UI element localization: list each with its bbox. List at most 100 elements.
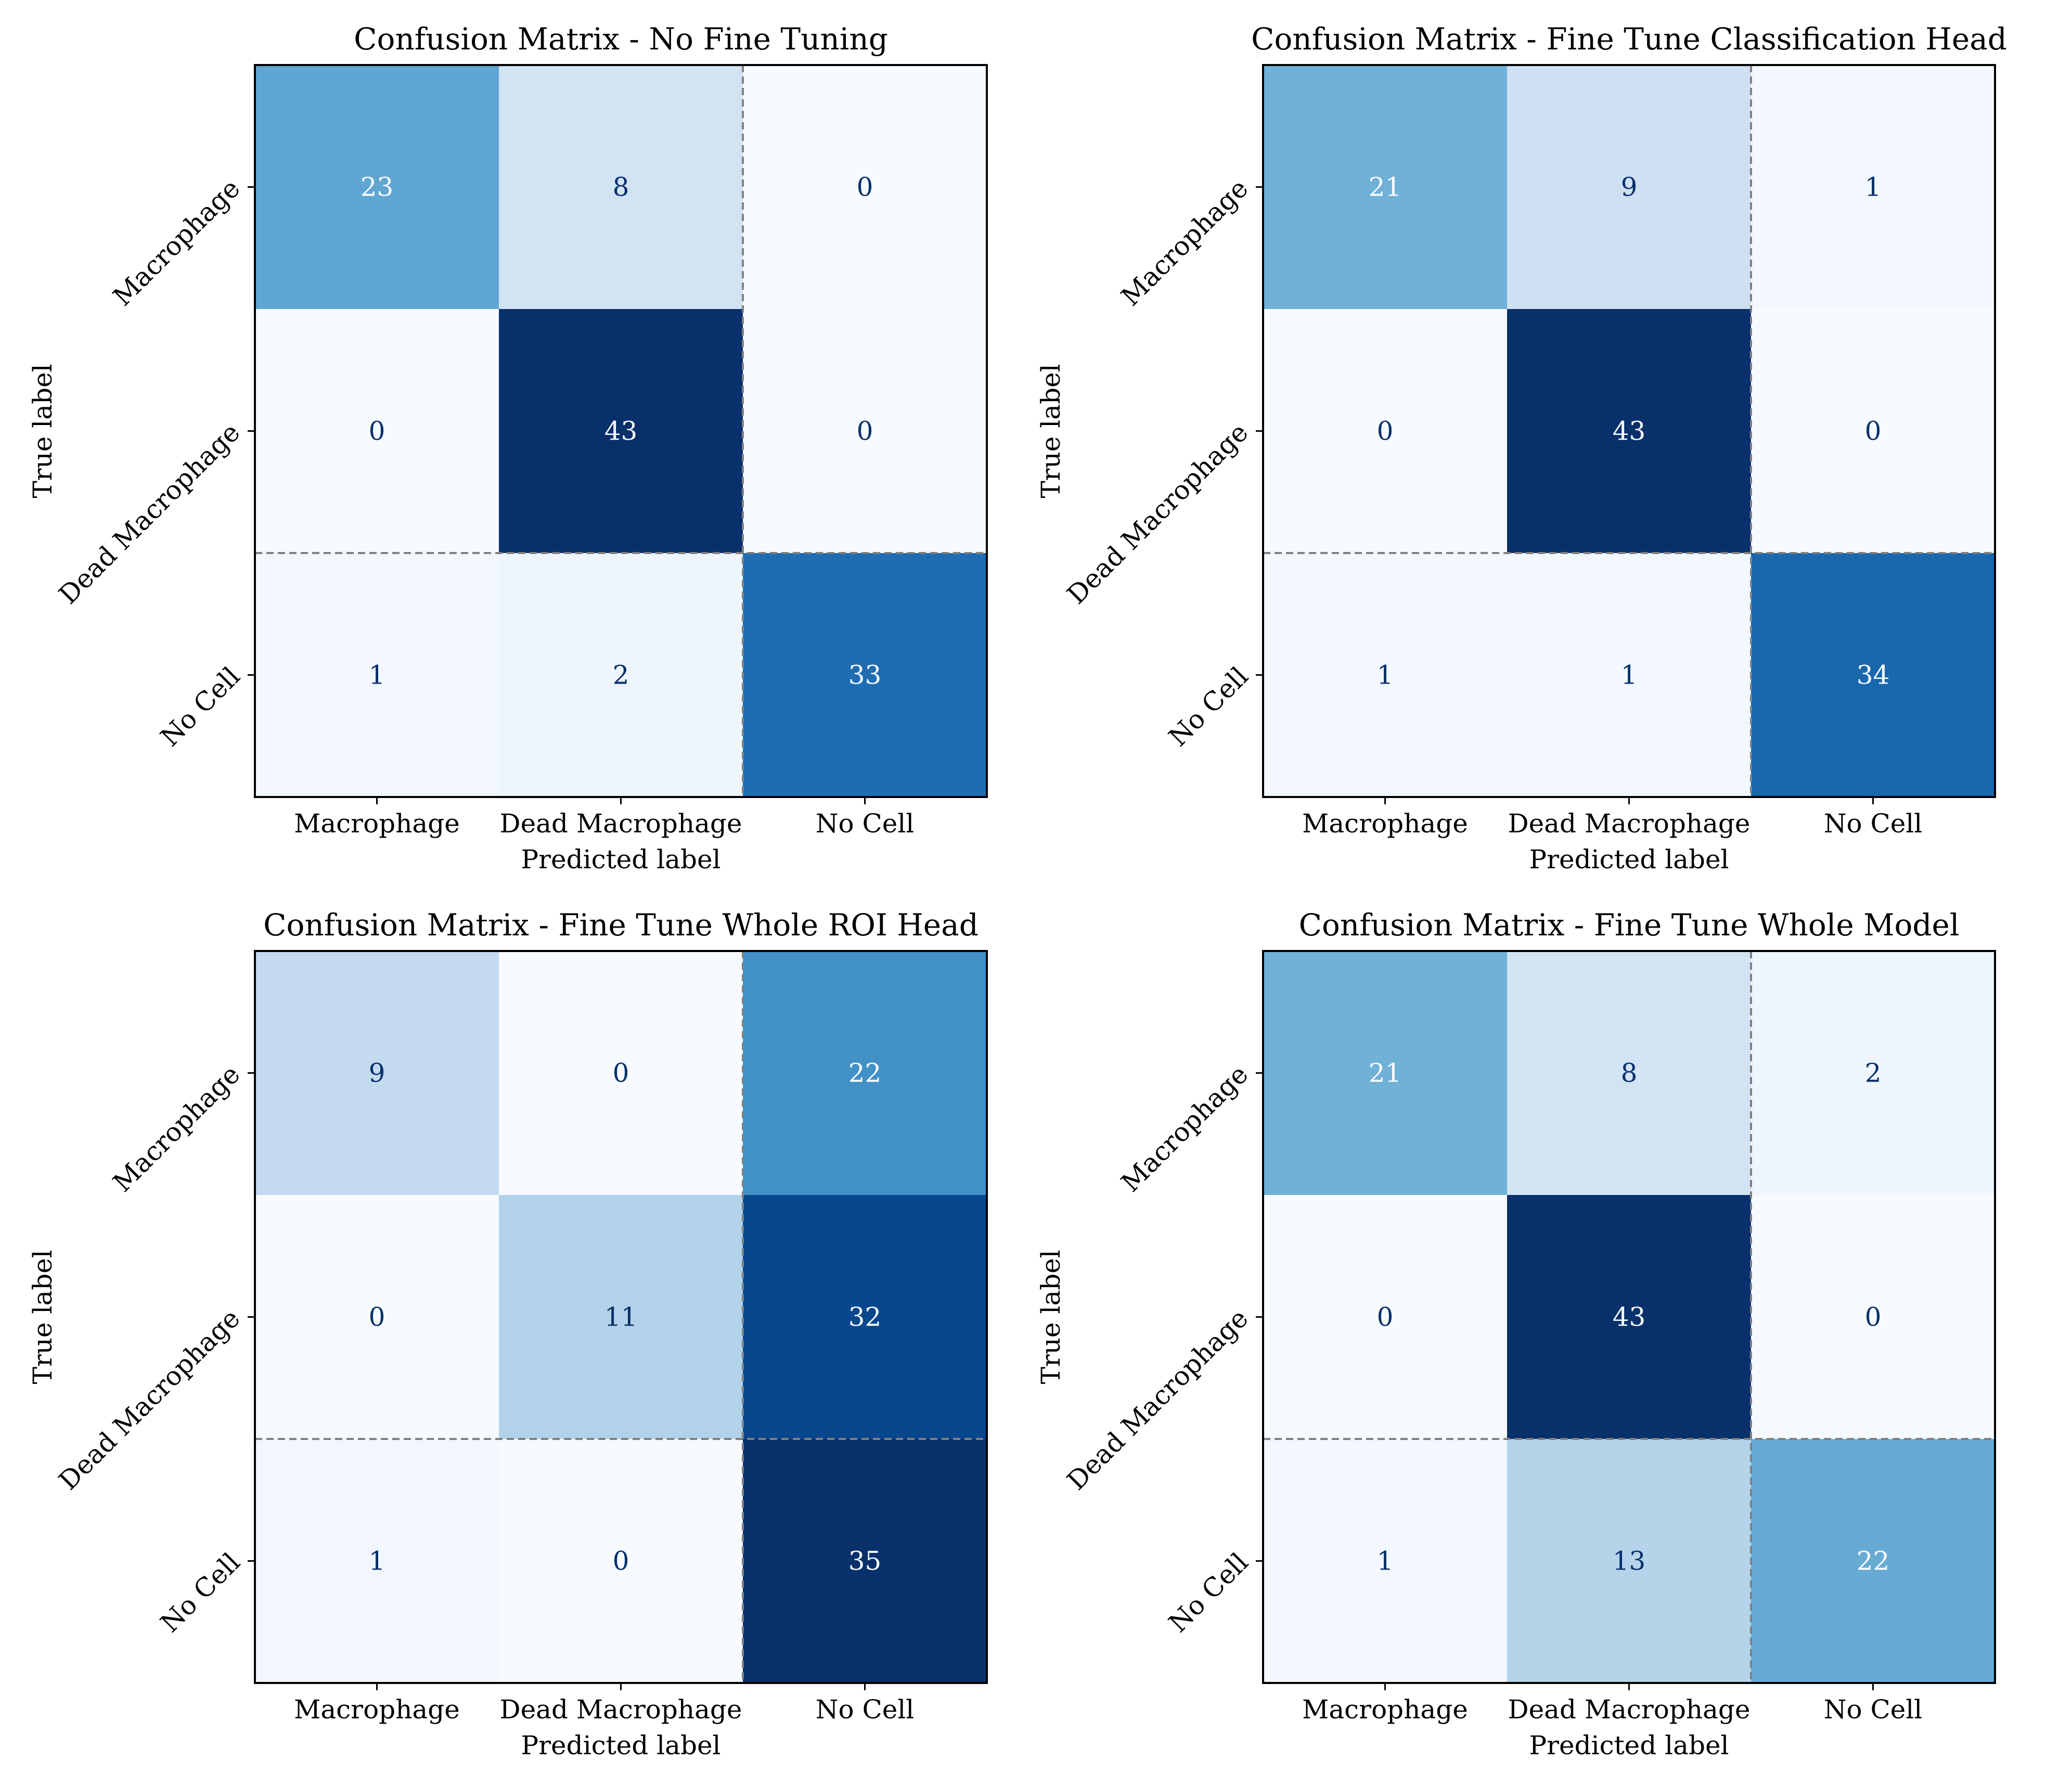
cell-value-label: 8 <box>1621 1058 1638 1088</box>
cell-value-label: 1 <box>1865 172 1882 202</box>
x-tick-label: No Cell <box>1824 808 1923 839</box>
matrix-cell <box>1507 1195 1752 1439</box>
cell-value-label: 13 <box>1613 1546 1646 1576</box>
cell-value-label: 2 <box>1865 1058 1882 1088</box>
matrix-cell <box>1751 65 1996 310</box>
cell-value-label: 1 <box>369 1546 385 1576</box>
matrix-cell <box>1263 951 1508 1195</box>
cell-value-label: 0 <box>1865 416 1882 446</box>
x-tick-label: Macrophage <box>1302 1694 1468 1725</box>
matrix-cell <box>499 951 743 1195</box>
matrix-cell <box>255 1439 499 1683</box>
y-tick-label: No Cell <box>1163 661 1254 752</box>
cell-value-label: 0 <box>613 1546 629 1576</box>
y-axis-label: True label <box>1036 1250 1066 1384</box>
x-axis-label: Predicted label <box>1529 844 1729 875</box>
cell-value-label: 0 <box>369 416 385 446</box>
x-tick-label: No Cell <box>1824 1694 1923 1725</box>
x-tick-label: No Cell <box>816 1694 915 1725</box>
y-tick-label: Dead Macrophage <box>1061 417 1254 610</box>
matrix-cell <box>499 65 743 310</box>
cell-value-label: 0 <box>857 172 873 202</box>
cell-value-label: 0 <box>1865 1302 1882 1332</box>
cell-value-label: 0 <box>369 1302 385 1332</box>
cell-value-label: 1 <box>1621 660 1638 690</box>
chart-title: Confusion Matrix - No Fine Tuning <box>354 21 888 57</box>
matrix-cell <box>743 309 987 554</box>
cell-value-label: 0 <box>1377 1302 1394 1332</box>
cell-value-label: 21 <box>1369 1058 1402 1088</box>
y-tick-label: Dead Macrophage <box>1061 1303 1254 1496</box>
matrix-cell <box>1263 65 1508 310</box>
cell-value-label: 22 <box>1857 1546 1890 1576</box>
chart-title: Confusion Matrix - Fine Tune Classificat… <box>1251 21 2007 57</box>
matrix-cell <box>743 553 987 798</box>
cell-value-label: 9 <box>1621 172 1638 202</box>
x-tick-label: Dead Macrophage <box>499 808 742 839</box>
matrix-cell <box>499 1195 743 1439</box>
cell-value-label: 9 <box>369 1058 385 1088</box>
cell-value-label: 43 <box>1613 1302 1646 1332</box>
y-axis-label: True label <box>28 364 58 498</box>
matrix-cell <box>1263 1439 1508 1683</box>
y-tick-label: Dead Macrophage <box>53 1303 246 1496</box>
x-tick-label: Macrophage <box>1302 808 1468 839</box>
y-tick-label: Dead Macrophage <box>53 417 246 610</box>
cell-value-label: 1 <box>1377 1546 1394 1576</box>
matrix-cell <box>255 1195 499 1439</box>
cell-value-label: 33 <box>848 660 882 690</box>
y-tick-label: No Cell <box>155 1547 246 1638</box>
y-tick-label: Macrophage <box>107 173 246 312</box>
cell-value-label: 23 <box>361 172 394 202</box>
matrix-cell <box>743 65 987 310</box>
cell-value-label: 0 <box>1377 416 1394 446</box>
matrix-cell <box>255 65 499 310</box>
y-axis-label: True label <box>1036 364 1066 498</box>
matrix-cell <box>1751 951 1996 1195</box>
matrix-cell <box>255 309 499 554</box>
cell-value-label: 1 <box>369 660 385 690</box>
cell-value-label: 43 <box>604 416 638 446</box>
confusion-matrix-panel-2: 21 9 1 0 43 0 1 1 34 Confusion Matrix - Fine Tune… <box>1036 21 2007 875</box>
chart-title: Confusion Matrix - Fine Tune Whole ROI H… <box>263 907 979 943</box>
x-tick-label: Dead Macrophage <box>1508 1694 1750 1725</box>
matrix-cell <box>1263 1195 1508 1439</box>
x-tick-label: No Cell <box>816 808 915 839</box>
cell-value-label: 43 <box>1613 416 1646 446</box>
matrix-cell <box>255 553 499 798</box>
cell-value-label: 0 <box>857 416 873 446</box>
matrix-cell <box>255 951 499 1195</box>
chart-title: Confusion Matrix - Fine Tune Whole Model <box>1299 907 1960 943</box>
matrix-cell <box>499 553 743 798</box>
matrix-cell <box>1507 309 1752 554</box>
cell-value-label: 21 <box>1369 172 1402 202</box>
y-tick-label: No Cell <box>155 661 246 752</box>
x-axis-label: Predicted label <box>1529 1730 1729 1760</box>
x-tick-label: Macrophage <box>294 808 460 839</box>
matrix-cell <box>743 951 987 1195</box>
matrix-cell <box>499 1439 743 1683</box>
y-tick-label: Macrophage <box>107 1059 246 1198</box>
cell-value-label: 11 <box>604 1302 638 1332</box>
cell-value-label: 8 <box>613 172 629 202</box>
matrix-cell <box>1507 951 1752 1195</box>
matrix-cell <box>1751 553 1996 798</box>
cell-value-label: 2 <box>613 660 629 690</box>
matrix-cell <box>1263 309 1508 554</box>
cell-value-label: 35 <box>848 1546 882 1576</box>
matrix-cell <box>743 1439 987 1683</box>
cell-value-label: 1 <box>1377 660 1394 690</box>
x-tick-label: Dead Macrophage <box>1508 808 1750 839</box>
cell-value-label: 0 <box>613 1058 629 1088</box>
matrix-cell <box>1751 1439 1996 1683</box>
matrix-cell <box>743 1195 987 1439</box>
x-axis-label: Predicted label <box>521 844 720 875</box>
matrix-cell <box>1751 1195 1996 1439</box>
cell-value-label: 32 <box>848 1302 882 1332</box>
matrix-cell <box>1507 553 1752 798</box>
x-tick-label: Dead Macrophage <box>499 1694 742 1725</box>
matrix-cell <box>1751 309 1996 554</box>
confusion-matrix-panel-1: 23 8 0 0 43 0 1 2 33 Confusion Matrix - No Fine T… <box>28 21 988 875</box>
